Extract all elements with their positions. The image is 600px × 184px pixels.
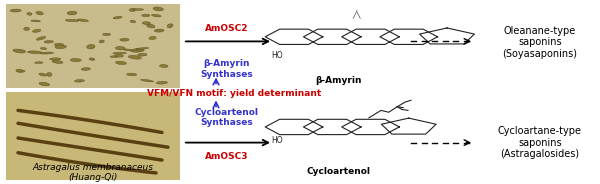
Ellipse shape: [124, 49, 133, 51]
Ellipse shape: [16, 69, 22, 72]
Ellipse shape: [156, 81, 167, 84]
FancyBboxPatch shape: [276, 92, 408, 180]
Ellipse shape: [133, 9, 143, 10]
Ellipse shape: [50, 58, 61, 60]
Ellipse shape: [152, 14, 161, 17]
Ellipse shape: [113, 16, 122, 19]
FancyBboxPatch shape: [6, 4, 180, 88]
Text: Cycloartane-type
saponins
(Astragalosides): Cycloartane-type saponins (Astragaloside…: [498, 126, 582, 159]
Ellipse shape: [113, 52, 127, 54]
Ellipse shape: [146, 24, 155, 28]
Ellipse shape: [35, 62, 43, 63]
Ellipse shape: [81, 68, 91, 70]
Text: AmOSC2: AmOSC2: [205, 24, 248, 33]
Ellipse shape: [154, 29, 164, 32]
Text: HO: HO: [271, 136, 283, 145]
FancyBboxPatch shape: [6, 92, 180, 180]
Text: Cycloartenol: Cycloartenol: [307, 167, 371, 176]
Ellipse shape: [44, 40, 53, 43]
Ellipse shape: [129, 8, 136, 11]
Text: AmOSC3: AmOSC3: [205, 152, 248, 161]
Ellipse shape: [39, 73, 47, 76]
Ellipse shape: [149, 36, 156, 40]
Text: HO: HO: [271, 51, 283, 60]
Ellipse shape: [32, 29, 41, 32]
Ellipse shape: [55, 43, 64, 46]
Ellipse shape: [27, 13, 32, 15]
Ellipse shape: [167, 24, 173, 28]
Text: ╱╲: ╱╲: [353, 11, 361, 19]
Ellipse shape: [46, 72, 52, 76]
Ellipse shape: [39, 82, 50, 86]
Ellipse shape: [67, 11, 77, 15]
Ellipse shape: [127, 73, 137, 76]
Ellipse shape: [120, 38, 129, 41]
Text: β-Amyrin
Synthases: β-Amyrin Synthases: [200, 59, 253, 79]
Ellipse shape: [40, 47, 47, 50]
Ellipse shape: [115, 47, 125, 50]
Ellipse shape: [103, 33, 110, 36]
Ellipse shape: [133, 48, 144, 50]
Ellipse shape: [65, 20, 79, 22]
Text: Oleanane-type
saponins
(Soyasaponins): Oleanane-type saponins (Soyasaponins): [503, 26, 577, 59]
Ellipse shape: [40, 52, 53, 54]
Ellipse shape: [24, 27, 29, 31]
Ellipse shape: [131, 49, 144, 52]
Ellipse shape: [137, 53, 147, 56]
Ellipse shape: [115, 61, 127, 65]
Ellipse shape: [142, 14, 150, 17]
Ellipse shape: [86, 45, 95, 49]
Ellipse shape: [160, 65, 168, 68]
Ellipse shape: [110, 56, 118, 58]
Ellipse shape: [13, 49, 26, 53]
Ellipse shape: [128, 55, 142, 59]
Text: β-Amyrin: β-Amyrin: [316, 76, 362, 84]
Text: Astragalus membranaceus
(Huang-Qi): Astragalus membranaceus (Huang-Qi): [32, 163, 154, 182]
Ellipse shape: [89, 58, 95, 60]
Ellipse shape: [10, 9, 21, 12]
Ellipse shape: [136, 47, 149, 49]
Ellipse shape: [140, 79, 154, 82]
Ellipse shape: [153, 7, 163, 11]
Ellipse shape: [77, 19, 89, 22]
Ellipse shape: [36, 11, 43, 15]
Ellipse shape: [115, 54, 124, 57]
Ellipse shape: [31, 20, 40, 22]
Ellipse shape: [130, 20, 136, 23]
Text: VFM/VFN motif: yield determinant: VFM/VFN motif: yield determinant: [147, 89, 321, 98]
Ellipse shape: [55, 45, 67, 49]
Text: Cycloartenol
Synthases: Cycloartenol Synthases: [195, 108, 259, 128]
Ellipse shape: [99, 40, 104, 43]
Ellipse shape: [28, 51, 42, 54]
Ellipse shape: [37, 36, 46, 40]
Ellipse shape: [52, 60, 63, 63]
Ellipse shape: [74, 79, 85, 82]
Ellipse shape: [142, 22, 151, 24]
Ellipse shape: [70, 59, 81, 62]
FancyBboxPatch shape: [276, 4, 408, 83]
Ellipse shape: [17, 70, 25, 72]
